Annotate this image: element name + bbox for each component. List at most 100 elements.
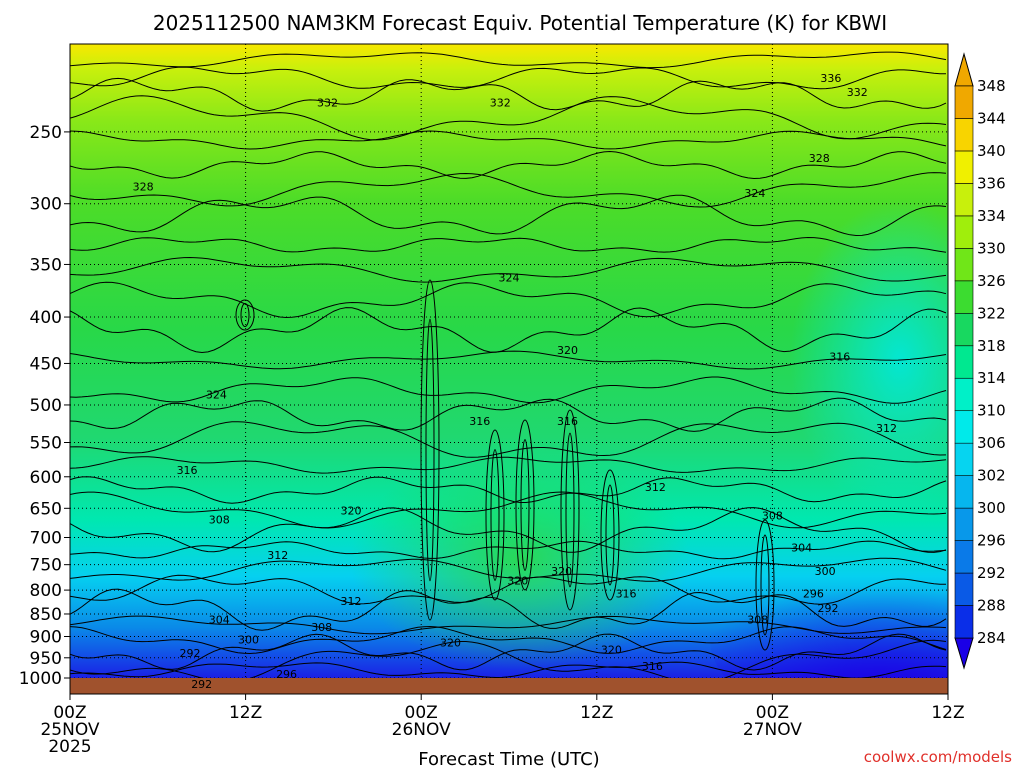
contour-label: 332 (847, 86, 868, 99)
contour-label: 320 (551, 565, 572, 578)
contour-label: 312 (340, 595, 361, 608)
colorbar-swatch (954, 540, 974, 574)
contour-line (420, 279, 440, 621)
contour-line (70, 66, 947, 90)
y-tick-label: 900 (30, 627, 62, 647)
contour-line (70, 615, 947, 635)
colorbar-label: 310 (977, 402, 1006, 420)
colorbar-swatch (954, 410, 974, 444)
contour-line (485, 429, 505, 601)
y-tick-label: 450 (30, 354, 62, 374)
contour-label: 332 (490, 96, 511, 109)
plot-area (70, 44, 948, 678)
x-tick-label: 2025 (48, 737, 91, 757)
contour-label: 292 (818, 602, 839, 615)
colorbar-label: 296 (977, 532, 1006, 550)
x-tick-label: 27NOV (743, 720, 802, 740)
colorbar-label: 318 (977, 337, 1006, 355)
contour-label: 324 (206, 389, 227, 402)
contour-line (70, 397, 947, 432)
contour-label: 320 (440, 637, 461, 650)
colorbar-swatch (954, 345, 974, 379)
contour-label: 316 (616, 588, 637, 601)
contour-label: 300 (815, 565, 836, 578)
contour-line (70, 95, 947, 141)
y-tick-label: 750 (30, 556, 62, 576)
contour-label: 308 (209, 514, 230, 527)
x-tick-label: 00Z (405, 703, 438, 723)
contour-line (235, 299, 255, 331)
plot-frame (69, 43, 949, 695)
chart-title: 2025112500 NAM3KM Forecast Equiv. Potent… (153, 11, 887, 35)
x-tick-label: 12Z (580, 703, 613, 723)
contour-line (70, 256, 947, 283)
gridlines (70, 44, 948, 678)
contour-label: 320 (557, 344, 578, 357)
contour-line (70, 51, 947, 69)
contour-line (560, 409, 580, 611)
contour-label: 300 (238, 634, 259, 647)
contour-line (70, 639, 947, 678)
colorbar-label: 284 (977, 629, 1006, 647)
contour-line (70, 625, 947, 655)
colorbar: 284 288 292 296 300 302 306 310 314 318 322 326 330 3… (954, 52, 1006, 670)
colorbar-label: 330 (977, 239, 1006, 257)
contour-line (70, 194, 947, 237)
contour-label: 328 (809, 152, 830, 165)
colorbar-label: 340 (977, 142, 1006, 160)
colorbar-swatch (954, 442, 974, 476)
contour-line (70, 376, 947, 404)
contour-label: 320 (340, 505, 361, 518)
contour-label: 308 (747, 614, 768, 627)
contour-label: 316 (557, 415, 578, 428)
contour-line (70, 307, 947, 354)
colorbar-label: 288 (977, 597, 1006, 615)
contour-label: 304 (791, 541, 812, 554)
contour-line (70, 236, 947, 253)
x-tick-label: 25NOV (40, 720, 99, 740)
contour-line (70, 588, 947, 631)
contour-line (70, 130, 947, 150)
contour-line (70, 172, 947, 208)
colorbar-swatch (954, 572, 974, 606)
colorbar-label: 348 (977, 77, 1006, 95)
x-tick-label: 00Z (756, 703, 789, 723)
contour-line (760, 534, 770, 636)
colorbar-label: 300 (977, 499, 1006, 517)
contour-line (565, 432, 575, 588)
contour-label: 316 (642, 660, 663, 673)
contour-label: 336 (820, 72, 841, 85)
contour-line (70, 150, 947, 180)
contour-line (70, 77, 947, 112)
y-tick-label: 650 (30, 499, 62, 519)
contour-label: 324 (499, 272, 520, 285)
colorbar-swatch (954, 85, 974, 119)
x-tick-label: 00Z (53, 703, 86, 723)
contour-line (425, 318, 435, 582)
colorbar-label: 314 (977, 369, 1006, 387)
contour-line (515, 419, 535, 591)
y-tick-label: 800 (30, 581, 62, 601)
contour-label: 312 (267, 549, 288, 562)
colorbar-swatch (954, 248, 974, 282)
y-tick-label: 500 (30, 396, 62, 416)
contour-line (70, 281, 947, 319)
y-tick-label: 250 (30, 123, 62, 143)
contour-label: 332 (317, 96, 338, 109)
contour-line (600, 469, 620, 601)
x-axis-label: Forecast Time (UTC) (418, 749, 599, 768)
colorbar-label: 306 (977, 434, 1006, 452)
contour-label: 316 (177, 464, 198, 477)
contour-line (70, 421, 947, 458)
x-tick-label: 12Z (931, 703, 964, 723)
y-tick-label: 550 (30, 433, 62, 453)
colorbar-swatch (954, 150, 974, 184)
y-tick-label: 600 (30, 468, 62, 488)
warm-sector-blob (350, 450, 690, 670)
y-tick-label: 350 (30, 255, 62, 275)
contour-label: 296 (276, 668, 297, 681)
contour-line (605, 484, 615, 586)
contour-label: 328 (133, 180, 154, 193)
contour-label: 292 (191, 678, 212, 691)
